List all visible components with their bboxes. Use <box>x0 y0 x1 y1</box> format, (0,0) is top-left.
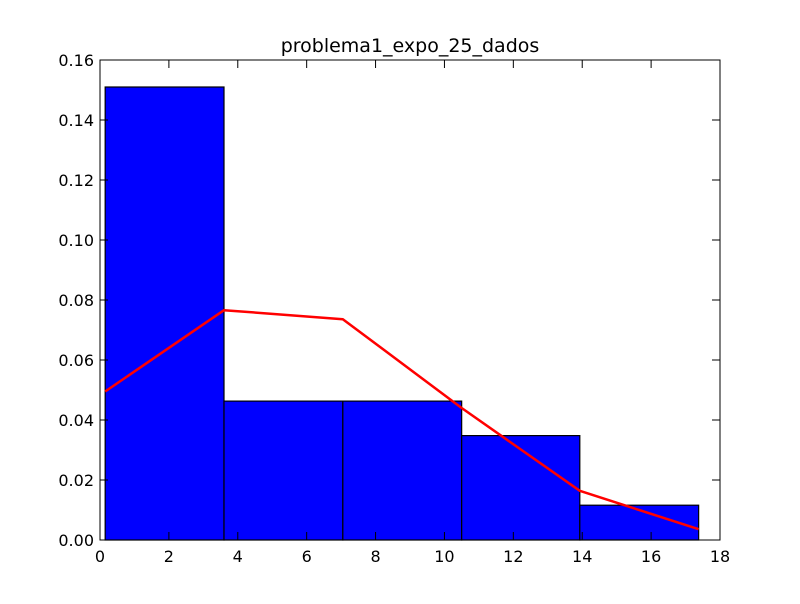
ticks-layer: 0 2 4 6 8 10 12 14 16 18 0.00 0.02 0.04 0.06 0.08 0.10 0… <box>58 51 730 566</box>
x-tick-label: 12 <box>503 547 523 566</box>
y-tick-label: 0.06 <box>58 351 94 370</box>
histogram-bar <box>342 400 463 541</box>
x-tick-label: 4 <box>233 547 243 566</box>
density-line-layer <box>104 308 700 531</box>
chart-title: problema1_expo_25_dados <box>281 35 540 57</box>
x-tick-label: 18 <box>710 547 730 566</box>
x-tick-label: 10 <box>434 547 454 566</box>
x-tick-label: 0 <box>95 547 105 566</box>
x-tick-label: 2 <box>164 547 174 566</box>
x-tick-label: 16 <box>641 547 661 566</box>
x-tick-label: 8 <box>370 547 380 566</box>
y-tick-label: 0.10 <box>58 231 94 250</box>
histogram-bar <box>104 86 225 541</box>
y-tick-label: 0.04 <box>58 411 94 430</box>
histogram-bar <box>223 400 344 541</box>
y-tick-label: 0.08 <box>58 291 94 310</box>
y-tick-label: 0.12 <box>58 171 94 190</box>
x-tick-label: 6 <box>302 547 312 566</box>
y-tick-label: 0.16 <box>58 51 94 70</box>
x-tick-label: 14 <box>572 547 592 566</box>
histogram-bar <box>461 435 581 541</box>
density-line <box>104 308 700 531</box>
y-tick-label: 0.14 <box>58 111 94 130</box>
y-tick-label: 0.02 <box>58 471 94 490</box>
y-tick-label: 0.00 <box>58 531 94 550</box>
